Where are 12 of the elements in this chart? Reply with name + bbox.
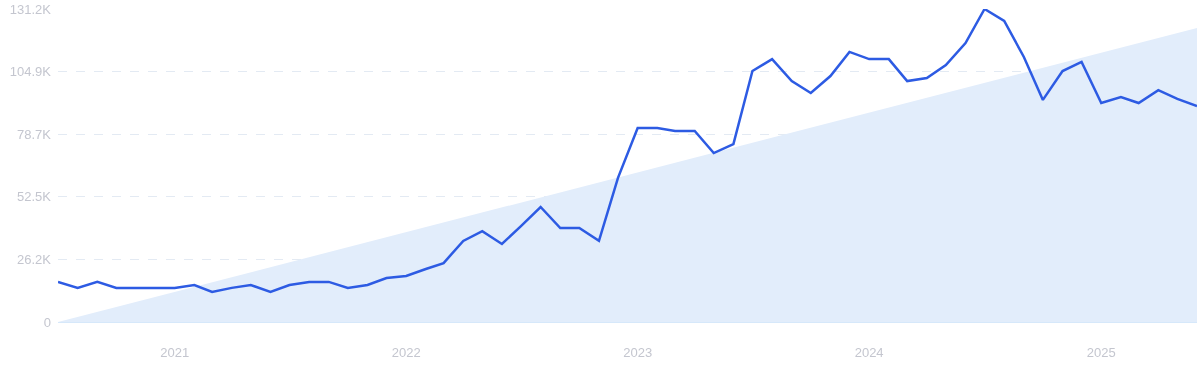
line-series: [58, 9, 1197, 294]
y-tick-label: 52.5K: [17, 189, 52, 205]
x-tick-label: 2023: [623, 344, 653, 360]
x-tick-label: 2021: [160, 344, 190, 360]
y-tick-label: 104.9K: [9, 64, 52, 80]
y-tick-label: 131.2K: [9, 1, 52, 17]
x-tick-label: 2025: [1086, 344, 1116, 360]
y-tick-label: 0: [43, 314, 51, 330]
y-tick-label: 26.2K: [17, 252, 52, 268]
y-tick-label: 78.7K: [17, 126, 52, 142]
x-tick-label: 2022: [391, 344, 421, 360]
x-tick-label: 2024: [854, 344, 884, 360]
